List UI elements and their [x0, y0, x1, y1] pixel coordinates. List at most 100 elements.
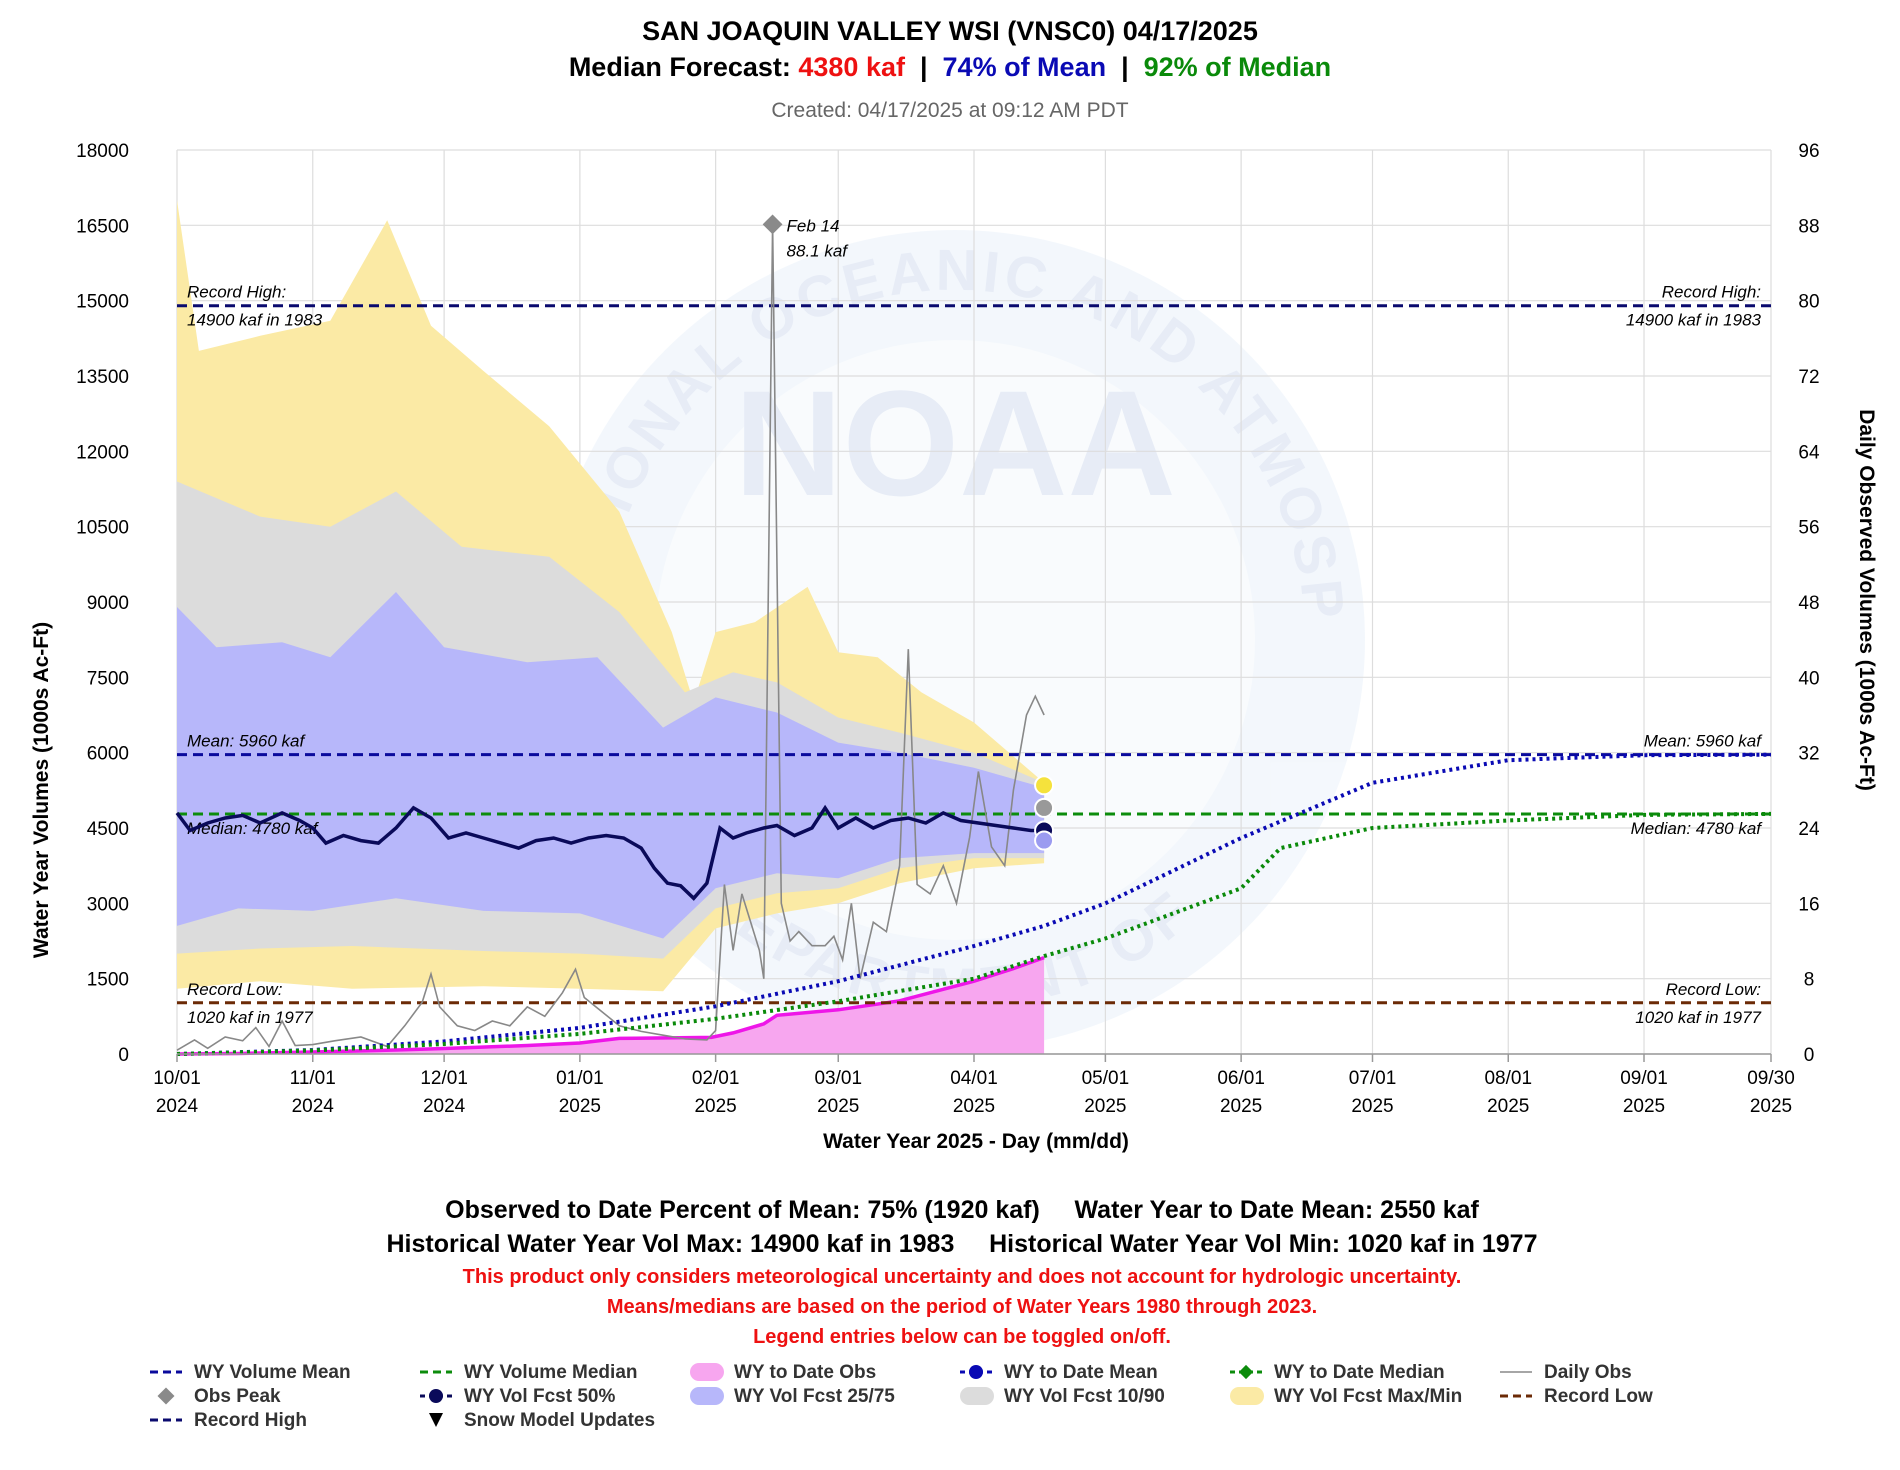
legend: WY Volume Mean WY Volume Median WY to Date… — [150, 1362, 1653, 1431]
legend-item-wy-vol-fcst-max-min[interactable]: WY Vol Fcst Max/Min — [1230, 1386, 1462, 1407]
legend-item-wy-vol-fcst-50[interactable]: WY Vol Fcst 50% — [420, 1386, 615, 1407]
y-right-tick-label: 72 — [1798, 367, 1819, 388]
record-low-label-left: Record Low: — [187, 980, 283, 999]
y-right-tick-label: 64 — [1798, 442, 1820, 463]
record-low-sublabel-right: 1020 kaf in 1977 — [1635, 1008, 1761, 1027]
y-tick-label: 4500 — [87, 819, 129, 840]
legend-label: WY Vol Fcst Max/Min — [1274, 1386, 1462, 1407]
y-tick-label: 0 — [118, 1045, 129, 1066]
y-right-tick-label: 32 — [1798, 744, 1819, 765]
wy-to-date-median-line — [176, 811, 1772, 1056]
series-lines — [175, 224, 1772, 1056]
x-tick-year: 2025 — [817, 1096, 859, 1117]
axes: 0 1500 3000 4500 6000 7500 9000 10500 12000 13500… — [76, 141, 1820, 1117]
x-tick-label: 10/01 — [153, 1068, 201, 1089]
legend-label: WY Volume Median — [464, 1362, 638, 1383]
legend-item-snow-model-updates[interactable]: Snow Model Updates — [429, 1410, 655, 1431]
legend-swatch-symbol — [960, 1387, 994, 1405]
legend-label: WY to Date Median — [1274, 1362, 1445, 1383]
noaa-logo-text: NOAA — [734, 359, 1176, 527]
legend-swatch-symbol — [690, 1363, 724, 1381]
stats-line-2: Historical Water Year Vol Max: 14900 kaf… — [386, 1230, 1537, 1258]
x-tick-label: 05/01 — [1082, 1068, 1130, 1089]
legend-item-record-low[interactable]: Record Low — [1500, 1386, 1653, 1407]
x-tick-year: 2024 — [423, 1096, 466, 1117]
x-tick-label: 02/01 — [692, 1068, 740, 1089]
y-tick-label: 10500 — [76, 518, 129, 539]
y-tick-label: 18000 — [76, 141, 129, 162]
legend-item-wy-volume-mean[interactable]: WY Volume Mean — [150, 1362, 351, 1383]
y-right-tick-label: 8 — [1804, 970, 1815, 991]
pct-of-median: 92% of Median — [1144, 52, 1332, 82]
legend-label: Record Low — [1544, 1386, 1653, 1407]
obs-peak-diamond-icon — [157, 1387, 175, 1405]
x-tick-year: 2024 — [156, 1096, 199, 1117]
reference-lines: Record High: Record High: 14900 kaf in 198… — [177, 283, 1771, 1027]
legend-dot-symbol — [429, 1389, 443, 1403]
wy-to-date-obs-area — [176, 955, 1045, 1056]
y-right-tick-label: 24 — [1798, 819, 1820, 840]
obs-peak-marker — [762, 214, 783, 235]
y-right-tick-label: 80 — [1798, 292, 1819, 313]
x-tick-year: 2025 — [694, 1096, 736, 1117]
y-tick-label: 16500 — [76, 216, 129, 237]
legend-diamond-symbol — [1238, 1364, 1254, 1380]
y-tick-label: 1500 — [87, 970, 129, 991]
obs-peak-date: Feb 14 — [787, 216, 840, 235]
wy-to-date-obs-fill — [177, 957, 1045, 1054]
legend-label: WY to Date Obs — [734, 1362, 876, 1383]
warning-line-1: This product only considers meteorologic… — [463, 1266, 1462, 1288]
x-tick-label: 09/01 — [1620, 1068, 1668, 1089]
forecast-value: 4380 kaf — [798, 52, 906, 82]
x-tick-label: 07/01 — [1349, 1068, 1397, 1089]
y-right-tick-label: 0 — [1804, 1045, 1815, 1066]
y-tick-label: 12000 — [76, 442, 129, 463]
daily-obs-line — [176, 224, 1045, 1051]
forecast-dot-max — [1034, 775, 1055, 796]
x-tick-label: 12/01 — [420, 1068, 468, 1089]
legend-label: WY Vol Fcst 25/75 — [734, 1386, 895, 1407]
chart-title: SAN JOAQUIN VALLEY WSI (VNSC0) 04/17/202… — [642, 16, 1258, 46]
y-axis-right-title: Daily Observed Volumes (1000s Ac-Ft) — [1855, 409, 1878, 791]
x-tick-year: 2025 — [1750, 1096, 1792, 1117]
legend-label: WY Vol Fcst 10/90 — [1004, 1386, 1165, 1407]
legend-item-record-high[interactable]: Record High — [150, 1410, 307, 1431]
x-tick-label: 01/01 — [556, 1068, 604, 1089]
obs-peak-value: 88.1 kaf — [787, 241, 850, 260]
x-axis-title: Water Year 2025 - Day (mm/dd) — [823, 1130, 1129, 1153]
legend-item-daily-obs[interactable]: Daily Obs — [1500, 1362, 1632, 1383]
legend-label: WY to Date Mean — [1004, 1362, 1158, 1383]
x-tick-label: 03/01 — [814, 1068, 862, 1089]
legend-item-wy-to-date-mean[interactable]: WY to Date Mean — [960, 1362, 1158, 1383]
legend-item-wy-to-date-obs[interactable]: WY to Date Obs — [690, 1362, 876, 1383]
mean-label-left: Mean: 5960 kaf — [187, 732, 306, 751]
forecast-label: Median Forecast: — [569, 52, 799, 82]
legend-item-wy-volume-median[interactable]: WY Volume Median — [420, 1362, 638, 1383]
y-right-tick-label: 96 — [1798, 141, 1819, 162]
legend-item-wy-vol-fcst-10-90[interactable]: WY Vol Fcst 10/90 — [960, 1386, 1165, 1407]
legend-swatch-symbol — [690, 1387, 724, 1405]
separator-2: | — [1106, 52, 1144, 82]
x-tick-year: 2025 — [953, 1096, 995, 1117]
x-tick-label: 06/01 — [1217, 1068, 1265, 1089]
pct-of-mean: 74% of Mean — [943, 52, 1107, 82]
x-tick-label: 08/01 — [1484, 1068, 1532, 1089]
y-tick-label: 3000 — [87, 894, 129, 915]
record-low-sublabel-left: 1020 kaf in 1977 — [187, 1008, 313, 1027]
record-high-sublabel-left: 14900 kaf in 1983 — [187, 311, 323, 330]
legend-label: Daily Obs — [1544, 1362, 1632, 1383]
legend-item-obs-peak[interactable]: Obs Peak — [157, 1386, 282, 1407]
legend-item-wy-vol-fcst-25-75[interactable]: WY Vol Fcst 25/75 — [690, 1386, 895, 1407]
y-tick-label: 13500 — [76, 367, 129, 388]
record-low-label-right: Record Low: — [1666, 980, 1762, 999]
y-right-tick-label: 48 — [1798, 593, 1819, 614]
snow-model-triangle-icon — [429, 1413, 443, 1427]
created-timestamp: Created: 04/17/2025 at 09:12 AM PDT — [771, 99, 1128, 122]
legend-item-wy-to-date-median[interactable]: WY to Date Median — [1230, 1362, 1445, 1383]
y-right-tick-label: 88 — [1798, 216, 1819, 237]
record-high-label-right: Record High: — [1662, 283, 1761, 302]
x-tick-year: 2025 — [1351, 1096, 1393, 1117]
legend-swatch-symbol — [1230, 1387, 1264, 1405]
median-label-right: Median: 4780 kaf — [1631, 819, 1764, 838]
y-tick-label: 15000 — [76, 292, 129, 313]
